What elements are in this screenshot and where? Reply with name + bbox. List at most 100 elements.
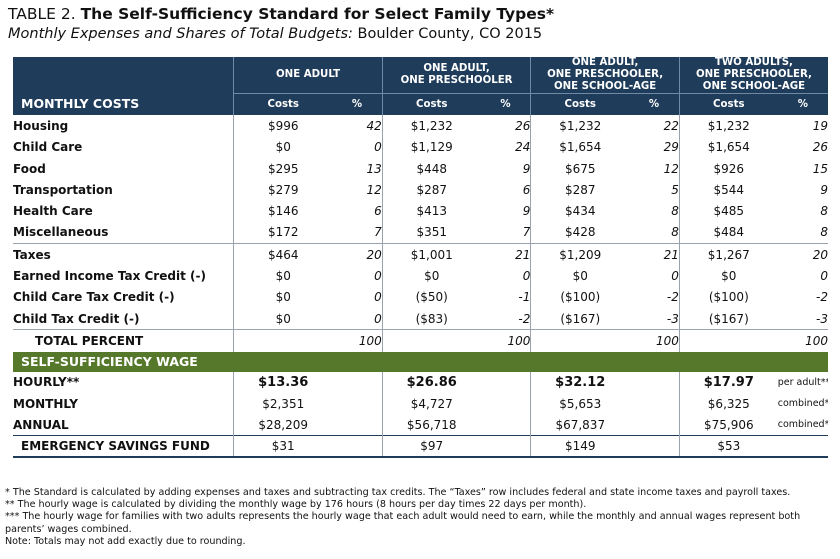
row-label: Taxes <box>13 243 234 266</box>
footnote: *** The hourly wage for families with tw… <box>5 511 801 535</box>
percent-cell: 100 <box>777 329 828 352</box>
percent-cell: 7 <box>374 225 382 240</box>
cost-cell: ($167) <box>530 307 630 330</box>
wage-cell: $26.86 <box>381 371 481 393</box>
cost-cell: $544 <box>678 179 778 201</box>
percent-cell: -2 <box>816 290 828 305</box>
cost-cell: $1,232 <box>678 115 778 137</box>
empty-cell <box>481 414 531 436</box>
emergency-savings-row: EMERGENCY SAVINGS FUND $31 $97 $149 $53 <box>13 435 828 459</box>
percent-cell: 22 <box>663 118 679 133</box>
cost-cell: $926 <box>678 157 778 180</box>
row-label: Child Care <box>13 140 83 155</box>
column-group-header: ONE ADULT <box>233 57 383 94</box>
row-label: MONTHLY <box>13 396 78 411</box>
percent-cell: 0 <box>374 290 382 305</box>
cost-cell: $675 <box>530 157 630 180</box>
cost-cell: $1,654 <box>678 136 778 158</box>
footnote: * The Standard is calculated by adding e… <box>5 487 791 498</box>
table-row: Health Care $146 6 $413 9 $434 8 $485 8 <box>13 200 828 222</box>
cost-cell: $484 <box>678 221 778 244</box>
percent-cell: 8 <box>671 204 679 219</box>
emergency-cell: $31 <box>233 435 333 459</box>
percent-cell: 6 <box>522 182 531 197</box>
cost-cell <box>233 329 333 352</box>
pct-header: % <box>332 93 383 116</box>
row-label: EMERGENCY SAVINGS FUND <box>13 435 234 459</box>
cost-cell: $0 <box>233 265 333 287</box>
percent-cell: 9 <box>522 161 531 176</box>
cost-cell: $428 <box>530 221 630 244</box>
row-label: Health Care <box>13 204 93 219</box>
cost-cell: $172 <box>233 221 333 244</box>
empty-cell <box>629 414 679 436</box>
cost-cell: ($50) <box>381 286 481 308</box>
table-title-text: The Self-Sufficiency Standard for Select… <box>80 5 555 23</box>
percent-cell: 100 <box>332 329 383 352</box>
wage-cell: $67,837 <box>530 414 630 436</box>
wage-cell: $13.36 <box>233 371 333 393</box>
cost-cell: $0 <box>233 307 333 330</box>
wage-row-annual: ANNUAL $28,209 $56,718 $67,837 $75,906 combin… <box>13 414 828 436</box>
table-row: Child Care Tax Credit (-) $0 0 ($50) -1 ($100… <box>13 286 828 308</box>
cost-cell: $434 <box>530 200 630 222</box>
cost-cell: $0 <box>233 136 333 158</box>
wage-section-header: SELF-SUFFICIENCY WAGE <box>13 351 828 372</box>
header-sub-row: MONTHLY COSTS Costs % Costs % Costs % Co… <box>13 93 828 116</box>
wage-row-monthly: MONTHLY $2,351 $4,727 $5,653 $6,325combined*… <box>13 392 828 415</box>
wage-note: combined*** <box>777 398 828 409</box>
subtitle-italic: Monthly Expenses and Shares of Total Bud… <box>8 26 353 42</box>
percent-cell: 21 <box>480 243 531 266</box>
row-label: HOURLY** <box>13 375 80 390</box>
row-label: Earned Income Tax Credit (-) <box>13 269 206 284</box>
percent-cell: 0 <box>820 269 828 284</box>
cost-cell: $1,001 <box>381 243 481 266</box>
percent-cell: 21 <box>629 243 680 266</box>
wage-note: per adult*** <box>777 376 828 388</box>
percent-cell: 8 <box>820 204 828 219</box>
cost-cell: $413 <box>381 200 481 222</box>
wage-section-label: SELF-SUFFICIENCY WAGE <box>13 351 828 372</box>
empty-cell <box>480 435 531 459</box>
emergency-cell: $53 <box>678 435 778 459</box>
wage-cell: $17.97 <box>678 371 778 393</box>
cost-cell <box>381 329 481 352</box>
wage-cell: $28,209 <box>233 414 333 436</box>
table-number: TABLE 2. <box>8 5 76 23</box>
table-row: Child Care $0 0 $1,129 24 $1,654 29 $1,654 26 <box>13 136 828 158</box>
table-title: TABLE 2. The Self-Sufficiency Standard f… <box>8 4 554 24</box>
monthly-costs-header: MONTHLY COSTS <box>13 93 234 116</box>
percent-cell: 26 <box>812 140 828 155</box>
empty-cell <box>481 372 531 393</box>
percent-cell: 5 <box>671 182 679 197</box>
table-row: Earned Income Tax Credit (-) $0 0 $0 0 $0 0 $0 0 <box>13 265 828 287</box>
row-label: ANNUAL <box>13 417 69 432</box>
percent-cell: 29 <box>663 140 679 155</box>
cost-cell: $464 <box>233 243 333 266</box>
cost-cell: $0 <box>678 265 778 287</box>
percent-cell: 8 <box>671 225 679 240</box>
wage-cell: $2,351 <box>233 392 333 415</box>
percent-cell: 8 <box>820 225 828 240</box>
cost-cell: $485 <box>678 200 778 222</box>
cost-cell: $1,654 <box>530 136 630 158</box>
costs-header: Costs <box>233 93 333 116</box>
percent-cell: -3 <box>666 311 679 326</box>
cost-cell <box>678 329 778 352</box>
empty-cell <box>629 393 679 414</box>
wage-note: combined*** <box>777 419 828 431</box>
wage-cell: $56,718 <box>381 414 481 436</box>
row-label: TOTAL PERCENT <box>13 329 234 352</box>
cost-cell: ($100) <box>678 286 778 308</box>
table-row: TOTAL PERCENT 100 100 100 100 <box>13 329 828 352</box>
percent-cell: 9 <box>522 204 531 219</box>
percent-cell: 0 <box>374 269 382 284</box>
percent-cell: -1 <box>518 290 531 305</box>
percent-cell: 24 <box>515 140 531 155</box>
empty-cell <box>332 372 382 393</box>
pct-header: % <box>629 93 680 116</box>
row-label: Miscellaneous <box>13 225 109 240</box>
cost-cell: ($100) <box>530 286 630 308</box>
cost-cell: $279 <box>233 179 333 201</box>
row-label: Child Tax Credit (-) <box>13 311 140 326</box>
